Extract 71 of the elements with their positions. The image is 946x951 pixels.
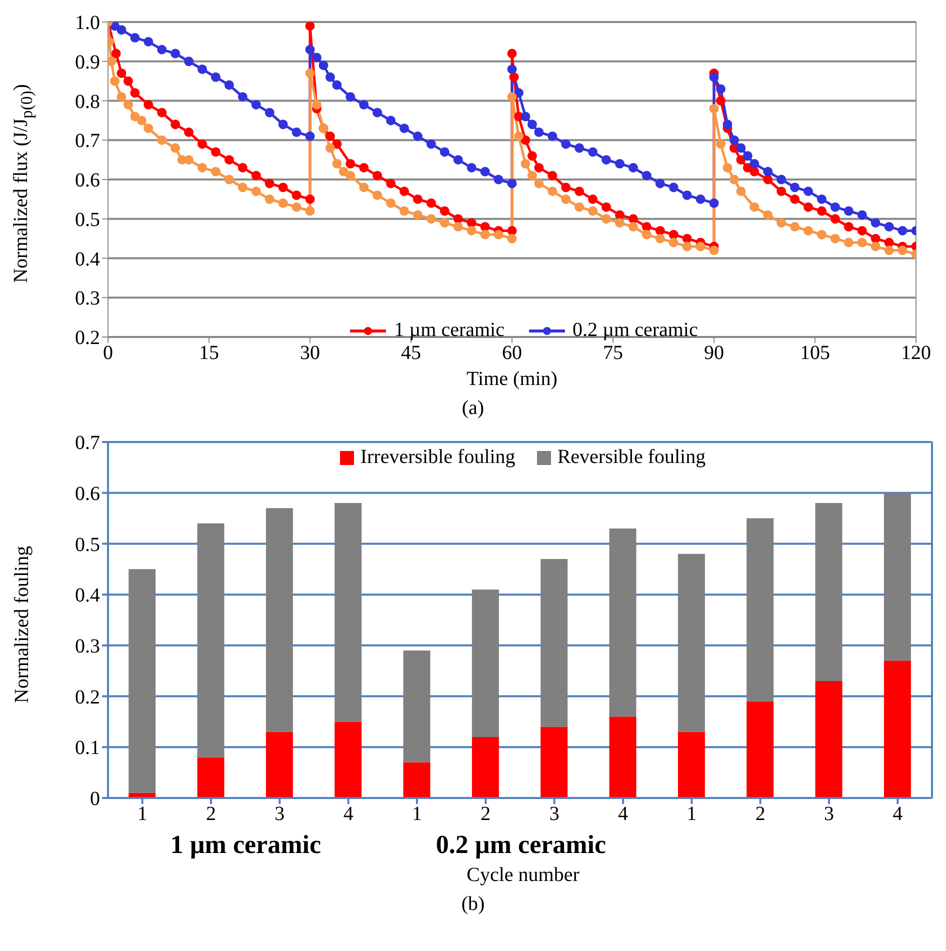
y-tick-label: 1.0 xyxy=(75,12,100,34)
bar xyxy=(746,701,774,798)
text: (b) xyxy=(460,893,486,916)
bar xyxy=(884,660,911,798)
bar xyxy=(609,528,636,717)
text: (a) xyxy=(460,397,486,420)
x-tick-label: 3 xyxy=(274,803,285,826)
x-tick-label: 120 xyxy=(901,342,931,364)
y-axis-title: Normalized fouling xyxy=(12,545,34,703)
bar xyxy=(266,508,293,732)
x-tick-label: 3 xyxy=(824,803,834,826)
x-tick-label: 1 xyxy=(686,803,697,826)
bar xyxy=(678,554,705,732)
legend-label: Irreversible fouling xyxy=(360,446,516,469)
x-axis-title: Cycle number xyxy=(466,864,580,887)
y-tick-label: 0 xyxy=(90,788,100,810)
legend-label: 1 µm ceramic xyxy=(394,319,504,342)
bar xyxy=(472,589,499,737)
text: 1 µm ceramic xyxy=(169,830,322,860)
bar xyxy=(746,518,774,702)
y-tick-label: 0.6 xyxy=(75,482,100,505)
x-tick-label: 2 xyxy=(755,803,766,826)
y-tick-label: 0.8 xyxy=(75,90,100,113)
x-tick-label: 75 xyxy=(603,342,623,364)
y-tick-label: 0.1 xyxy=(75,737,100,760)
x-axis-title: Time (min) xyxy=(466,368,558,390)
x-tick-label: 4 xyxy=(618,803,628,826)
text: 0.2 µm ceramic xyxy=(434,830,608,860)
x-tick-label: 1 xyxy=(137,803,148,826)
bar xyxy=(815,503,842,682)
y-tick-label: 0.4 xyxy=(75,584,100,607)
x-tick-label: 90 xyxy=(704,342,724,364)
legend-label: 0.2 µm ceramic xyxy=(572,319,698,342)
x-tick-label: 105 xyxy=(800,342,830,364)
bar xyxy=(815,681,842,798)
bar xyxy=(334,503,362,722)
y-tick-label: 0.5 xyxy=(75,208,100,231)
bar xyxy=(884,492,911,661)
bar xyxy=(128,569,156,793)
x-tick-label: 4 xyxy=(343,803,354,826)
y-tick-label: 0.2 xyxy=(75,327,100,350)
x-tick-label: 30 xyxy=(300,342,320,364)
x-tick-label: 2 xyxy=(480,803,491,826)
x-tick-label: 1 xyxy=(412,803,422,826)
x-tick-label: 15 xyxy=(199,342,219,364)
bar xyxy=(540,726,568,798)
y-tick-label: 0.9 xyxy=(75,51,100,74)
x-tick-label: 4 xyxy=(892,803,903,826)
y-tick-label: 0.5 xyxy=(75,534,100,556)
y-tick-label: 0.3 xyxy=(75,288,100,310)
x-tick-label: 60 xyxy=(502,342,522,364)
bar xyxy=(472,736,499,798)
x-tick-label: 2 xyxy=(206,803,216,826)
y-tick-label: 0.4 xyxy=(75,248,100,270)
bar xyxy=(678,732,705,798)
y-tick-label: 0.6 xyxy=(75,170,100,192)
x-tick-label: 45 xyxy=(401,342,421,364)
y-tick-label: 0.7 xyxy=(75,432,100,454)
bar xyxy=(334,722,362,798)
legend-label: Reversible fouling xyxy=(557,446,706,469)
y-tick-label: 0.3 xyxy=(75,636,100,658)
bar xyxy=(403,650,430,762)
bar xyxy=(540,558,568,727)
x-tick-label: 3 xyxy=(549,803,560,826)
bar xyxy=(403,762,430,798)
bar xyxy=(609,716,636,798)
bar xyxy=(266,732,293,798)
bar xyxy=(197,757,224,798)
y-tick-label: 0.2 xyxy=(75,686,100,708)
y-tick-label: 0.7 xyxy=(75,130,100,152)
bar xyxy=(197,523,224,758)
